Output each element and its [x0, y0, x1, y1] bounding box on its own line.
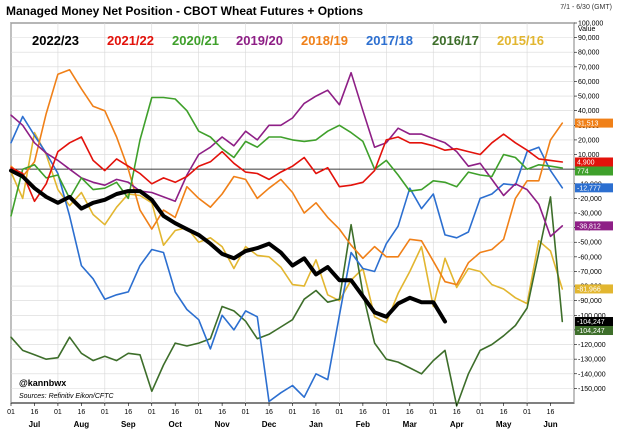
- x-month-label: Aug: [74, 420, 90, 429]
- period-label: 7/1 - 6/30 (GMT): [560, 4, 612, 11]
- legend-label-2019-20: 2019/20: [236, 33, 283, 48]
- x-month-label: Dec: [262, 420, 277, 429]
- x-tick-label: 16: [218, 409, 226, 416]
- x-month-label: Mar: [403, 420, 417, 429]
- x-tick-label: 01: [148, 409, 156, 416]
- x-axis: 01 16 01 16 01 16 01 16 01 16 01 16 01 16 01 16 01 16 01 16…: [7, 403, 558, 429]
- x-tick-label: 16: [77, 409, 85, 416]
- x-month-label: Jan: [309, 420, 323, 429]
- series-line-2016-17: [10, 196, 564, 407]
- x-tick-label: 01: [476, 409, 484, 416]
- x-tick-label: 16: [265, 409, 273, 416]
- series-line-2015-16: [10, 131, 564, 324]
- value-axis-title: Value: [578, 26, 595, 33]
- x-tick-label: 01: [101, 409, 109, 416]
- chart-title: Managed Money Net Position - CBOT Wheat …: [6, 4, 363, 18]
- end-labels: -104,247 4,900 774 -38,812 31,513 -12,777 -104…: [575, 118, 613, 336]
- x-tick-label: 16: [124, 409, 132, 416]
- y-tick-label: 80,000: [578, 50, 600, 57]
- x-tick-label: 16: [171, 409, 179, 416]
- legend: 2022/23 2021/22 2020/21 2019/20 2018/19 2017/…: [32, 33, 544, 48]
- y-tick-label: -90,000: [578, 298, 602, 305]
- x-tick-label: 01: [54, 409, 62, 416]
- series-group: [9, 69, 564, 407]
- y-tick-label: -150,000: [578, 386, 606, 393]
- x-tick-label: 16: [359, 409, 367, 416]
- y-tick-label: 20,000: [578, 137, 600, 144]
- x-tick-label: 16: [312, 409, 320, 416]
- y-tick-label: 90,000: [578, 35, 600, 42]
- end-value-label: 31,513: [577, 121, 599, 128]
- legend-label-2018-19: 2018/19: [301, 33, 348, 48]
- series-line-2018-19: [10, 69, 564, 286]
- end-value-label: 4,900: [577, 159, 595, 166]
- y-tick-label: -100,000: [578, 313, 606, 320]
- end-value-box: [575, 284, 613, 294]
- x-tick-label: 01: [429, 409, 437, 416]
- x-tick-label: 16: [31, 409, 39, 416]
- x-tick-label: 16: [406, 409, 414, 416]
- legend-label-2017-18: 2017/18: [366, 33, 413, 48]
- end-value-label: -104,247: [577, 319, 605, 326]
- y-tick-label: 50,000: [578, 94, 600, 101]
- x-tick-label: 01: [289, 409, 297, 416]
- x-tick-label: 01: [242, 409, 250, 416]
- legend-label-2015-16: 2015/16: [497, 33, 544, 48]
- y-tick-label: -120,000: [578, 342, 606, 349]
- x-tick-label: 01: [382, 409, 390, 416]
- legend-label-2016-17: 2016/17: [432, 33, 479, 48]
- end-value-box: [575, 317, 613, 327]
- y-tick-label: 40,000: [578, 108, 600, 115]
- x-tick-label: 16: [547, 409, 555, 416]
- end-value-box: [575, 157, 613, 167]
- y-tick-label: -50,000: [578, 240, 602, 247]
- series-line-2022-23: [9, 168, 447, 324]
- source-note: Sources: Refinitiv Eikon/CFTC: [19, 393, 114, 400]
- x-month-label: Jun: [543, 420, 557, 429]
- author-handle: @kannbwx: [19, 378, 66, 388]
- series-line-2017-18: [10, 115, 564, 403]
- end-value-label: -38,812: [577, 223, 601, 230]
- end-value-label: -12,777: [577, 185, 601, 192]
- y-tick-label: -130,000: [578, 357, 606, 364]
- end-value-label: 774: [577, 168, 589, 175]
- y-tick-label: 60,000: [578, 79, 600, 86]
- y-tick-label: 10,000: [578, 152, 600, 159]
- y-tick-label: 100,000: [578, 21, 603, 28]
- end-value-box: [575, 221, 613, 231]
- x-month-label: Feb: [356, 420, 370, 429]
- end-value-box: [575, 166, 613, 176]
- x-tick-label: 01: [523, 409, 531, 416]
- x-tick-label: 01: [195, 409, 203, 416]
- legend-label-2022-23: 2022/23: [32, 33, 79, 48]
- x-month-label: Oct: [169, 420, 183, 429]
- y-tick-label: -20,000: [578, 196, 602, 203]
- legend-label-2021-22: 2021/22: [107, 33, 154, 48]
- y-tick-label: 70,000: [578, 64, 600, 71]
- x-month-label: Nov: [215, 420, 231, 429]
- x-tick-label: 16: [453, 409, 461, 416]
- x-month-label: Sep: [121, 420, 136, 429]
- x-tick-label: 01: [336, 409, 344, 416]
- x-tick-label: 16: [500, 409, 508, 416]
- end-value-box: [575, 183, 613, 193]
- series-line-2019-20: [10, 71, 564, 238]
- end-value-label: -81,966: [577, 286, 601, 293]
- y-tick-label: -140,000: [578, 371, 606, 378]
- series-line-2021-22: [10, 133, 564, 203]
- end-value-box: [575, 118, 613, 128]
- x-month-label: Jul: [29, 420, 41, 429]
- x-month-label: May: [496, 420, 512, 429]
- y-tick-label: -30,000: [578, 211, 602, 218]
- x-tick-label: 01: [7, 409, 15, 416]
- x-month-label: Apr: [450, 420, 464, 429]
- y-tick-label: -60,000: [578, 254, 602, 261]
- end-value-label: -104,247: [577, 328, 605, 335]
- series-line-2020-21: [10, 96, 564, 217]
- end-value-box: [575, 326, 613, 336]
- legend-label-2020-21: 2020/21: [172, 33, 219, 48]
- y-tick-label: -70,000: [578, 269, 602, 276]
